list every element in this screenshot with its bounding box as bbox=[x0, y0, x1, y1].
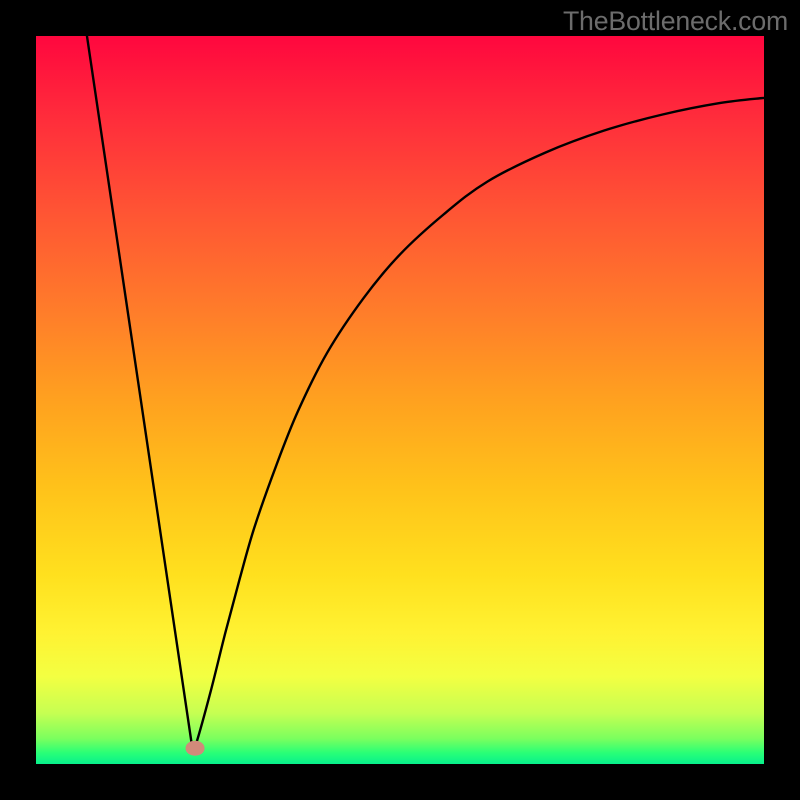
optimum-marker bbox=[185, 741, 204, 756]
chart-frame: TheBottleneck.com bbox=[0, 0, 800, 800]
attribution-label: TheBottleneck.com bbox=[563, 6, 788, 37]
plot-area bbox=[36, 36, 764, 764]
gradient-background bbox=[36, 36, 764, 764]
